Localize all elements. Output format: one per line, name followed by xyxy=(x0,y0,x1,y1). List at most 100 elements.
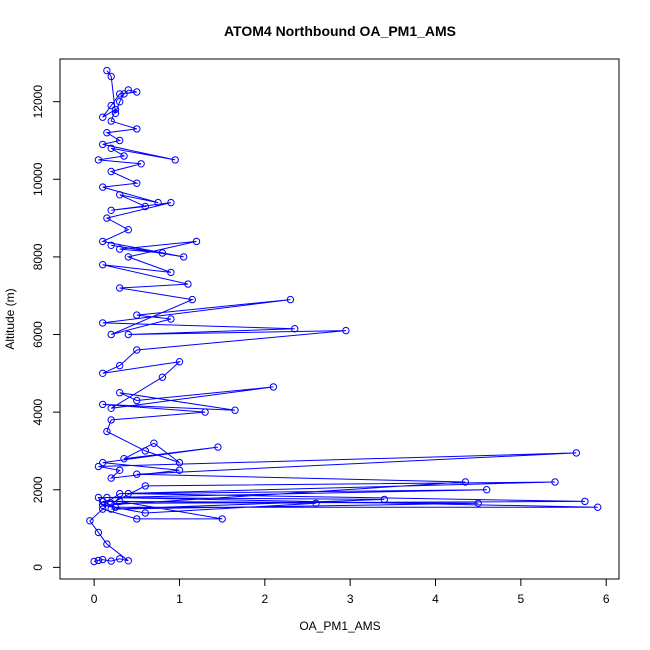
data-point xyxy=(133,311,141,319)
data-point xyxy=(99,369,107,377)
y-tick-label: 2000 xyxy=(31,476,45,503)
x-tick-label: 6 xyxy=(603,592,610,606)
data-point xyxy=(111,105,120,114)
data-point xyxy=(116,284,124,292)
data-point xyxy=(184,280,192,288)
data-point xyxy=(581,497,589,506)
data-point xyxy=(103,214,111,222)
data-point xyxy=(342,326,350,335)
data-point xyxy=(116,497,124,506)
data-point xyxy=(99,319,107,327)
data-point xyxy=(461,478,470,486)
data-point xyxy=(107,117,115,125)
data-point xyxy=(133,125,141,133)
data-point xyxy=(133,515,141,523)
data-point xyxy=(99,501,107,509)
data-point xyxy=(154,198,162,207)
data-point xyxy=(94,528,103,537)
series-layer xyxy=(86,66,602,566)
data-point xyxy=(141,202,150,211)
data-point xyxy=(158,373,167,381)
data-point xyxy=(171,156,179,164)
data-point xyxy=(594,503,602,511)
data-point xyxy=(94,156,103,164)
data-point xyxy=(99,497,107,506)
data-point xyxy=(107,330,115,339)
data-point xyxy=(116,245,124,253)
data-point xyxy=(107,167,115,176)
data-point xyxy=(94,556,103,565)
data-point xyxy=(218,515,226,523)
data-point xyxy=(107,241,115,250)
y-tick-label: 6000 xyxy=(31,321,45,348)
data-point xyxy=(107,474,115,482)
data-point xyxy=(180,253,188,261)
data-point xyxy=(103,66,111,75)
data-point xyxy=(269,383,278,391)
data-point xyxy=(107,206,115,215)
data-point xyxy=(99,261,107,269)
x-tick-label: 2 xyxy=(261,592,268,606)
data-point xyxy=(124,253,133,261)
y-tick-label: 0 xyxy=(31,564,45,571)
data-point xyxy=(192,237,201,246)
data-point xyxy=(99,458,107,467)
data-point xyxy=(124,226,133,234)
data-point xyxy=(201,408,209,416)
data-point xyxy=(107,416,115,424)
data-point xyxy=(551,478,559,486)
data-point xyxy=(175,458,184,467)
data-point xyxy=(291,325,299,333)
data-point xyxy=(312,499,320,507)
data-point xyxy=(107,499,115,507)
data-point xyxy=(158,249,167,257)
data-point xyxy=(175,358,184,366)
data-point xyxy=(124,557,133,565)
data-point xyxy=(107,557,115,565)
data-point xyxy=(120,90,128,98)
data-point xyxy=(94,462,103,471)
series-line xyxy=(89,70,598,562)
data-point xyxy=(116,136,124,145)
data-point xyxy=(116,555,124,563)
data-point xyxy=(116,191,124,199)
data-point xyxy=(124,330,133,339)
data-point xyxy=(474,499,482,507)
data-point xyxy=(107,101,115,110)
data-point xyxy=(167,268,175,277)
x-axis-label: OA_PM1_AMS xyxy=(299,619,380,633)
y-tick-label: 12000 xyxy=(31,85,45,119)
data-point xyxy=(175,466,184,474)
data-point xyxy=(116,90,124,98)
data-point xyxy=(150,439,158,447)
data-point xyxy=(116,361,124,370)
data-point xyxy=(167,198,175,207)
data-point xyxy=(107,505,115,513)
data-point xyxy=(90,557,98,566)
data-point xyxy=(188,295,197,304)
data-point xyxy=(111,109,120,118)
data-point xyxy=(124,86,133,94)
y-axis: 0 2000 4000 6000 8000 10000 12000 xyxy=(31,85,60,571)
data-point xyxy=(94,493,103,502)
data-point xyxy=(116,466,124,474)
data-point xyxy=(99,237,107,246)
data-point xyxy=(214,443,222,451)
plot-frame xyxy=(59,58,620,580)
data-point xyxy=(103,493,111,502)
data-point xyxy=(133,470,141,478)
data-point xyxy=(103,129,111,137)
data-point xyxy=(116,389,124,397)
data-point xyxy=(141,447,150,455)
data-point xyxy=(133,346,141,354)
data-point xyxy=(103,427,111,436)
data-point xyxy=(107,72,115,81)
data-point xyxy=(107,144,115,153)
data-point xyxy=(137,160,145,168)
data-point xyxy=(99,400,107,409)
data-point xyxy=(133,179,141,187)
data-point xyxy=(116,98,124,106)
data-point xyxy=(99,505,107,513)
data-point xyxy=(116,489,124,498)
data-point xyxy=(133,88,141,96)
